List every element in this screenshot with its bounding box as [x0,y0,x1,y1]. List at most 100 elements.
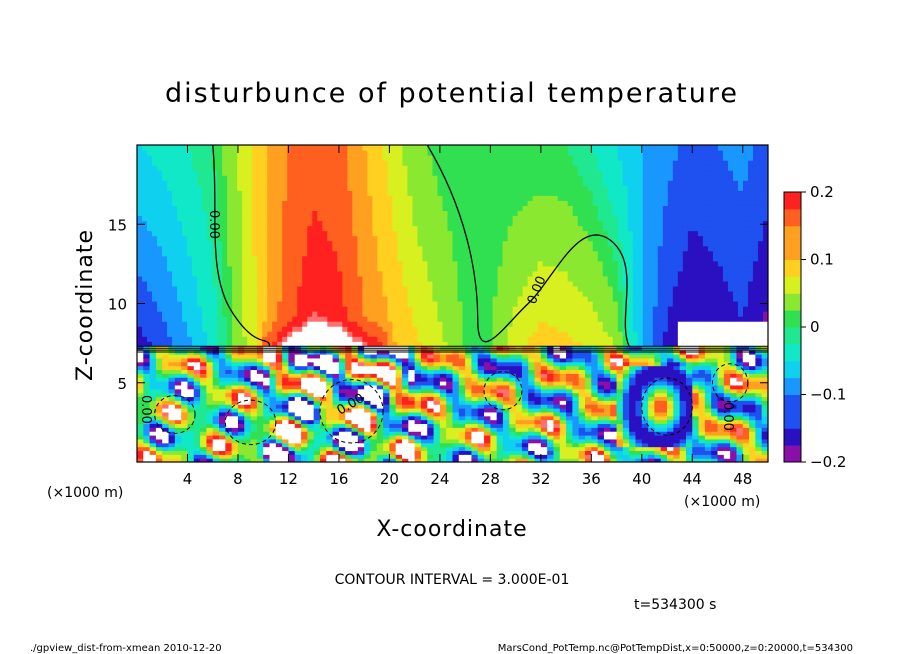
field-cell [262,316,268,322]
field-cell [192,220,198,227]
field-cell [512,210,519,217]
field-cell [522,240,529,247]
field-cell [362,326,368,332]
field-cell [682,240,689,247]
field-cell [642,295,649,302]
field-cell [562,265,569,272]
field-cell [307,275,313,282]
field-cell [192,336,198,342]
field-cell [322,210,328,217]
field-cell [147,290,153,297]
field-cell [622,275,629,282]
field-cell [727,245,734,252]
field-cell [512,275,519,282]
field-cell [717,180,724,186]
field-cell [722,180,729,186]
field-cell [277,321,283,327]
field-cell [362,321,368,327]
field-cell [637,190,644,196]
field-cell [617,170,624,176]
field-cell [632,155,639,161]
field-cell [367,230,373,237]
field-cell [747,270,754,277]
field-cell [597,316,604,322]
field-cell [707,331,714,337]
field-cell [412,331,419,337]
field-cell [577,275,584,282]
field-cell [752,215,759,222]
field-cell [592,290,599,297]
field-cell [637,295,644,302]
field-cell [507,290,514,297]
field-cell [572,205,579,212]
field-cell [262,295,268,302]
field-cell [512,321,519,327]
field-cell [522,285,529,292]
field-cell [177,326,183,332]
field-cell [677,220,684,227]
field-cell [572,160,579,166]
field-cell [567,210,574,217]
field-cell [282,145,288,151]
field-cell [577,341,584,347]
field-cell [297,275,303,282]
field-cell [332,270,338,277]
field-cell [362,210,368,217]
field-cell [442,265,449,272]
field-cell [432,175,439,181]
field-cell [357,255,363,262]
field-cell [497,331,504,337]
field-cell [752,155,759,161]
field-cell [387,321,394,327]
field-cell [262,190,268,196]
field-cell [382,306,388,312]
field-cell [422,235,429,242]
field-cell [237,275,243,282]
field-cell [482,185,489,191]
field-cell [302,306,308,312]
field-cell [162,165,168,171]
field-cell [442,245,449,252]
field-cell [487,341,494,347]
field-cell [557,195,564,201]
field-cell [582,255,589,262]
field-cell [682,205,689,212]
field-cell [732,145,739,151]
field-cell [557,326,564,332]
field-cell [172,275,178,282]
field-cell [582,165,589,171]
field-cell [402,190,409,196]
field-cell [142,245,148,252]
field-cell [707,240,714,247]
field-cell [357,295,363,302]
field-cell [407,215,414,222]
field-cell [697,290,704,297]
field-cell [577,215,584,222]
field-cell [147,180,153,186]
field-cell [687,265,694,272]
field-cell [372,341,378,347]
field-cell [197,311,203,317]
field-cell [417,290,424,297]
field-cell [152,270,158,277]
field-cell [277,190,283,196]
field-cell [732,215,739,222]
field-cell [217,326,223,332]
field-cell [412,285,419,292]
field-cell [492,321,499,327]
field-cell [267,280,273,287]
field-cell [172,336,178,342]
field-cell [467,265,474,272]
field-cell [592,180,599,186]
field-cell [547,240,554,247]
field-cell [582,195,589,201]
field-cell [687,220,694,227]
field-cell [177,165,183,171]
field-cell [727,170,734,176]
field-cell [207,240,213,247]
field-cell [677,295,684,302]
field-cell [227,195,233,201]
field-cell [257,240,263,247]
field-cell [532,195,539,201]
field-cell [437,205,444,212]
